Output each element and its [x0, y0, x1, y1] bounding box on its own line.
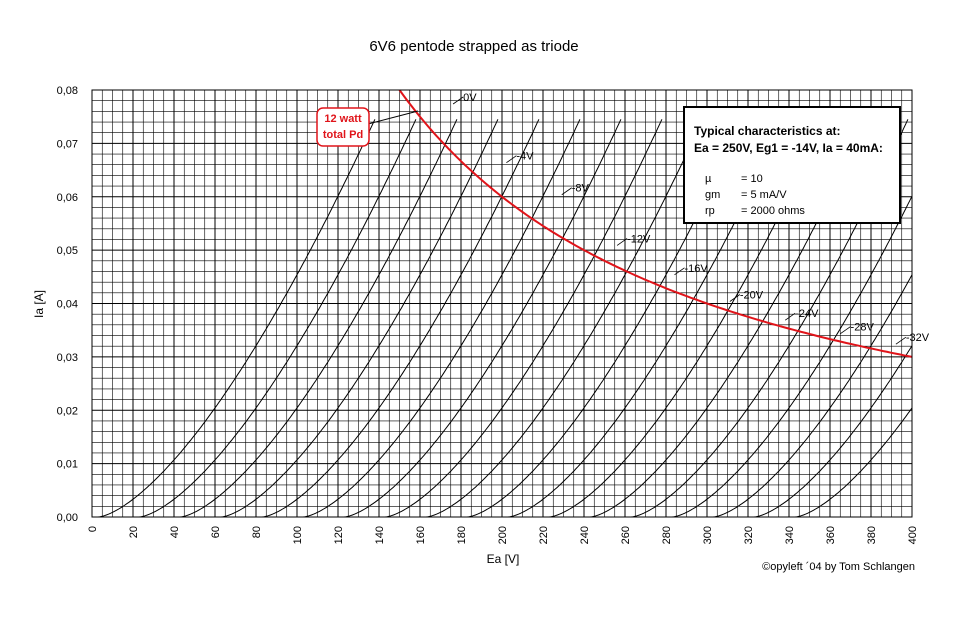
x-tick-label: 60 [210, 526, 222, 538]
info-box: Typical characteristics at: Ea = 250V, E… [683, 106, 901, 224]
x-axis-label: Ea [V] [487, 552, 520, 566]
info-gm-symbol: gm [705, 189, 720, 201]
plate-curve [262, 119, 540, 518]
curve-label: 0V [463, 92, 477, 104]
x-tick-label: 80 [251, 526, 263, 538]
curve-label-leader [784, 312, 796, 321]
y-tick-label: 0,08 [57, 85, 78, 97]
info-heading-line-1: Typical characteristics at: [694, 124, 841, 138]
x-tick-label: 140 [374, 526, 386, 544]
annotation-line-1: 12 watt [324, 113, 362, 125]
plate-curve [672, 195, 913, 518]
x-tick-label: 240 [579, 526, 591, 544]
info-mu-value: = 10 [741, 173, 763, 185]
dissipation-curve [398, 89, 913, 358]
plate-curve [98, 119, 376, 518]
x-tick-label: 320 [743, 526, 755, 544]
credit-text: ©opyleft ´04 by Tom Schlangen [762, 561, 915, 573]
x-tick-label: 260 [620, 526, 632, 544]
plate-curve [426, 119, 704, 518]
curve-label-leader [674, 267, 685, 276]
curve-label: -8V [572, 183, 590, 195]
y-tick-label: 0,04 [57, 299, 78, 311]
x-tick-label: 300 [702, 526, 714, 544]
y-tick-label: 0,07 [57, 138, 78, 150]
y-tick-label: 0,03 [57, 352, 78, 364]
curve-label-leader [616, 238, 628, 246]
info-box-frame [683, 106, 901, 224]
annotation-leader-line [367, 110, 419, 125]
x-tick-label: 200 [497, 526, 509, 544]
plate-curve [344, 119, 622, 518]
y-tick-label: 0,05 [57, 245, 78, 257]
curve-label-leader [895, 336, 907, 345]
curve-label: -20V [740, 289, 764, 301]
curve-label-leader [452, 96, 464, 105]
y-tick-labels: 0,00 0,01 0,02 0,03 0,04 0,05 0,06 0,07 0,08 [57, 85, 78, 524]
x-tick-label: 280 [661, 526, 673, 544]
x-tick-label: 340 [784, 526, 796, 544]
annotation-line-2: total Pd [323, 129, 363, 141]
x-tick-label: 20 [128, 526, 140, 538]
curve-label: -28V [851, 322, 875, 334]
x-tick-label: 220 [538, 526, 550, 544]
dissipation-curve-group [398, 89, 913, 358]
x-tick-label: 100 [292, 526, 304, 544]
plot-frame [91, 89, 913, 518]
plate-curve [385, 119, 663, 518]
y-tick-label: 0,00 [57, 512, 78, 524]
dissipation-annotation: 12 watt total Pd [316, 107, 419, 147]
x-tick-labels: 0 20 40 60 80 100 120 140 160 180 200 220 240 260 280 3… [87, 526, 919, 544]
curve-label: -16V [685, 263, 709, 275]
curve-label-leader [729, 294, 741, 302]
plate-curve [795, 407, 913, 518]
plate-curve [713, 274, 913, 518]
plate-curve [303, 119, 581, 518]
info-heading-line-2: Ea = 250V, Eg1 = -14V, Ia = 40mA: [694, 141, 883, 155]
info-rp-symbol: rp [705, 205, 715, 217]
y-tick-label: 0,02 [57, 405, 78, 417]
x-tick-label: 180 [456, 526, 468, 544]
x-tick-label: 360 [825, 526, 837, 544]
x-tick-label: 40 [169, 526, 181, 538]
info-rp-value: = 2000 ohms [741, 205, 805, 217]
annotation-box [316, 107, 370, 147]
x-tick-label: 380 [866, 526, 878, 544]
chart-title: 6V6 pentode strapped as triode [369, 38, 578, 55]
plate-curve [139, 119, 417, 518]
y-tick-label: 0,01 [57, 459, 78, 471]
curve-label: -32V [906, 332, 930, 344]
y-tick-label: 0,06 [57, 192, 78, 204]
info-gm-value: = 5 mA/V [741, 189, 787, 201]
y-axis-label: Ia [A] [32, 290, 46, 318]
x-tick-label: 120 [333, 526, 345, 544]
plate-curve [180, 119, 458, 518]
curve-label: -4V [516, 151, 534, 163]
curve-label-leader [561, 187, 572, 196]
plate-curve [754, 345, 913, 518]
curve-label: -24V [795, 308, 819, 320]
x-tick-label: 160 [415, 526, 427, 544]
plate-curve [221, 119, 499, 518]
curve-label: -12V [627, 233, 651, 245]
info-mu-symbol: µ [705, 173, 712, 185]
x-tick-label: 0 [87, 526, 99, 532]
curve-label-leader [506, 155, 517, 164]
x-tick-label: 400 [907, 526, 919, 544]
curve-label-leader [840, 326, 851, 334]
